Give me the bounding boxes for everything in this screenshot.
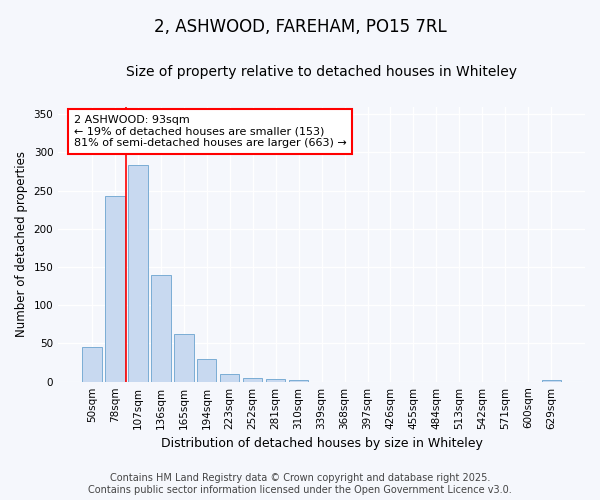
Bar <box>289 380 308 382</box>
Title: Size of property relative to detached houses in Whiteley: Size of property relative to detached ho… <box>126 65 517 79</box>
Bar <box>174 334 194 382</box>
Bar <box>128 166 148 382</box>
X-axis label: Distribution of detached houses by size in Whiteley: Distribution of detached houses by size … <box>161 437 482 450</box>
Y-axis label: Number of detached properties: Number of detached properties <box>15 151 28 337</box>
Bar <box>243 378 262 382</box>
Bar <box>82 346 101 382</box>
Bar <box>266 380 286 382</box>
Bar <box>542 380 561 382</box>
Text: 2 ASHWOOD: 93sqm
← 19% of detached houses are smaller (153)
81% of semi-detached: 2 ASHWOOD: 93sqm ← 19% of detached house… <box>74 115 347 148</box>
Bar <box>197 359 217 382</box>
Bar <box>105 196 125 382</box>
Text: 2, ASHWOOD, FAREHAM, PO15 7RL: 2, ASHWOOD, FAREHAM, PO15 7RL <box>154 18 446 36</box>
Text: Contains HM Land Registry data © Crown copyright and database right 2025.
Contai: Contains HM Land Registry data © Crown c… <box>88 474 512 495</box>
Bar <box>151 274 170 382</box>
Bar <box>220 374 239 382</box>
